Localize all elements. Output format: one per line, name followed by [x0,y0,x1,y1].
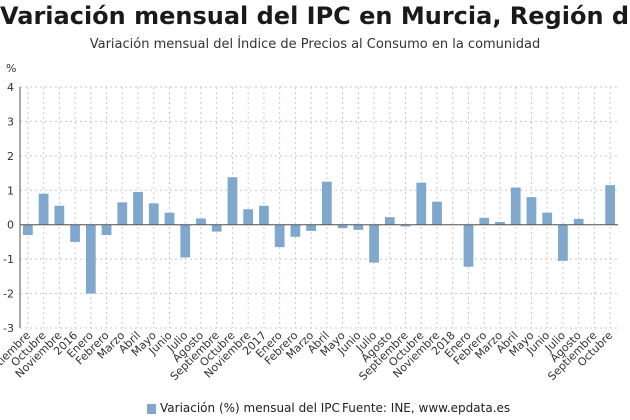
bar [227,177,238,225]
bar-chart: -3-2-101234SeptiembreOctubreNoviembre201… [0,81,618,383]
bar [321,181,332,225]
bar [54,205,65,225]
y-tick-label: -3 [3,322,14,335]
bar [432,201,442,225]
bar [495,221,505,225]
bar [510,187,521,225]
bar [337,224,348,229]
chart-subtitle: Variación mensual del Índice de Precios … [89,37,541,52]
bar [558,224,568,261]
bar [70,224,80,242]
bar [101,224,112,236]
bar [180,224,191,258]
bar [164,212,175,225]
bar [38,193,49,225]
bar [542,212,553,225]
bar [463,224,474,267]
legend-series-label: Variación (%) mensual del IPC [160,401,340,415]
legend-swatch [147,404,156,414]
y-tick-label: -2 [3,288,14,301]
bar [306,224,317,231]
bar [290,224,301,237]
bar [416,182,427,225]
bar [133,192,143,225]
bar [605,185,616,225]
bar [196,218,206,225]
bar [384,217,395,225]
bar [400,224,411,227]
bar [353,224,364,230]
y-tick-label: 2 [7,150,14,163]
bar [148,203,159,225]
y-tick-label: 1 [7,184,14,197]
bar [211,224,222,232]
y-tick-label: 3 [7,115,14,128]
bar [573,218,584,225]
bar [85,224,96,294]
y-tick-label: 4 [7,81,14,94]
bar [117,202,128,225]
bar [479,217,490,225]
y-tick-label: 0 [7,219,14,232]
y-tick-label: -1 [3,253,14,266]
source-note: Fuente: INE, www.epdata.es [342,401,511,415]
bar [369,224,379,263]
bar [526,197,537,225]
bar [259,205,269,225]
bar [22,224,33,236]
bar [274,224,285,248]
y-axis-unit-label: % [6,62,17,75]
bar [243,209,254,225]
chart-title: Variación mensual del IPC en Murcia, Reg… [0,2,630,30]
